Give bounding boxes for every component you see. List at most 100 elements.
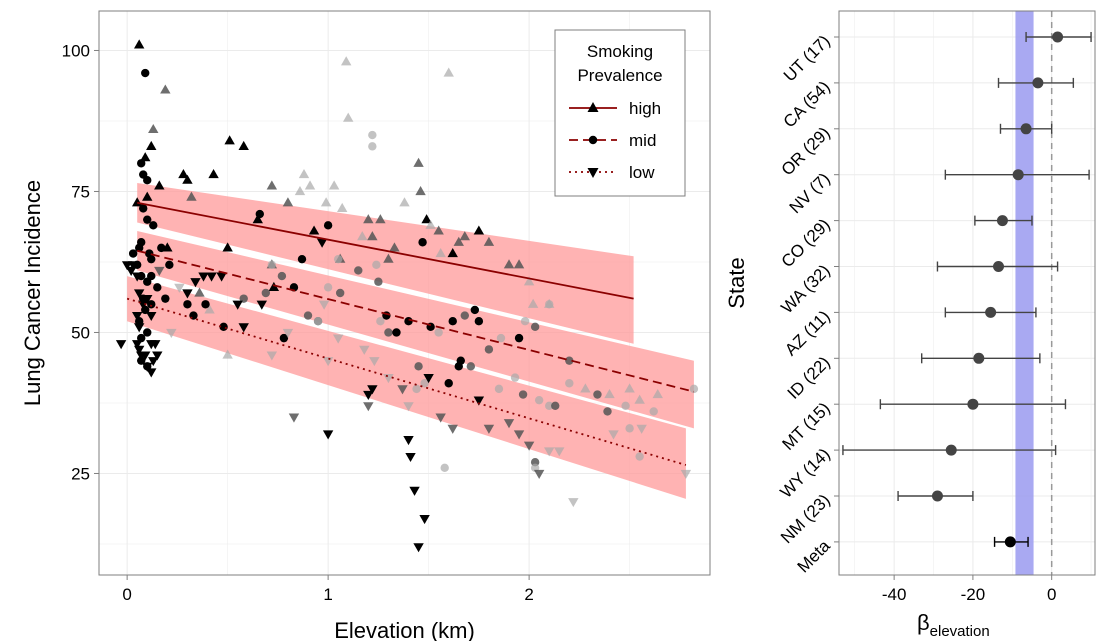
data-point-mid (440, 463, 449, 473)
data-point-low (166, 328, 177, 338)
data-point-high (527, 298, 539, 308)
data-point-high (142, 191, 153, 201)
data-point-high (298, 169, 310, 179)
data-point-mid (384, 328, 393, 337)
state-label: MT (15) (779, 399, 834, 454)
data-point-low (288, 413, 300, 423)
forest-x-tick-label: -20 (961, 585, 986, 604)
data-point-low (397, 385, 408, 395)
data-point-mid (470, 305, 480, 315)
data-point-high (443, 67, 454, 77)
data-point-mid (392, 328, 401, 337)
data-point-low (318, 300, 330, 310)
legend-label-high: high (629, 99, 661, 118)
data-point-low (636, 424, 647, 434)
y-tick-label: 25 (71, 464, 90, 483)
estimate-point (967, 398, 979, 410)
data-point-mid (354, 266, 363, 275)
estimate-point (931, 490, 943, 502)
data-point-low (409, 486, 420, 496)
data-point-low (174, 283, 185, 293)
data-point-mid (333, 254, 343, 264)
data-point-high (433, 225, 444, 235)
data-point-high (343, 112, 354, 122)
data-point-mid (161, 294, 170, 303)
data-point-high (266, 180, 278, 190)
data-point-mid (261, 288, 271, 298)
data-point-low (206, 272, 217, 282)
data-point-low (256, 300, 267, 310)
fit-line-mid (136, 249, 695, 393)
data-point-mid (444, 379, 453, 388)
data-point-mid (368, 130, 377, 140)
state-label: UT (17) (780, 31, 834, 85)
meta-estimate-band (1015, 11, 1034, 575)
confidence-band-low (127, 276, 686, 499)
legend-label-mid: mid (629, 131, 656, 150)
data-point-high (282, 197, 294, 207)
data-point-mid (147, 300, 156, 309)
data-point-mid (593, 390, 602, 399)
data-point-low (133, 323, 145, 333)
data-point-high (421, 214, 432, 224)
data-point-low (131, 272, 143, 282)
confidence-band-mid (137, 231, 694, 429)
data-point-mid (143, 328, 152, 337)
data-point-mid (372, 260, 381, 269)
data-point-mid (323, 221, 333, 230)
data-point-high (146, 140, 157, 150)
data-point-low (503, 419, 515, 429)
x-axis-title: Elevation (km) (334, 618, 475, 641)
data-point-high (624, 383, 635, 393)
data-point-mid (128, 249, 138, 258)
data-point-mid (137, 159, 146, 168)
data-point-mid (335, 288, 345, 298)
data-point-low (131, 311, 143, 322)
data-point-mid (277, 271, 287, 281)
data-point-high (148, 123, 159, 134)
data-point-low (322, 357, 334, 367)
data-point-low (513, 430, 525, 440)
data-point-mid (625, 424, 634, 433)
data-point-mid (510, 373, 520, 382)
legend-marker-high (587, 102, 599, 112)
data-point-mid (134, 243, 144, 253)
data-point-high (357, 231, 368, 241)
data-point-low (332, 334, 344, 344)
data-point-mid (143, 215, 152, 224)
data-point-mid (143, 176, 152, 185)
legend-box (554, 29, 686, 197)
data-point-high (580, 383, 591, 393)
data-point-low (142, 362, 153, 372)
data-point-low (138, 300, 149, 310)
data-point-mid (448, 317, 457, 326)
data-point-high (328, 180, 340, 190)
data-point-high (383, 253, 394, 263)
data-point-mid (141, 68, 150, 78)
data-point-low (131, 340, 143, 350)
data-point-high (294, 185, 306, 196)
data-point-low (554, 447, 565, 457)
legend-marker-low (587, 168, 599, 178)
data-point-high (483, 236, 495, 246)
data-point-mid (518, 390, 528, 399)
data-point-mid (545, 300, 554, 309)
data-point-low (142, 295, 153, 305)
data-point-mid (456, 356, 465, 365)
state-label: ID (22) (784, 353, 834, 403)
estimate-point (945, 444, 957, 456)
estimate-point (1012, 169, 1024, 181)
data-point-low (523, 441, 535, 451)
scatter-panel-border (98, 10, 711, 576)
forest-y-axis-title: State (724, 257, 749, 308)
data-point-high (182, 174, 193, 184)
data-point-high (224, 135, 235, 145)
state-label: CO (29) (778, 215, 834, 271)
data-point-mid (496, 333, 506, 343)
data-point-mid (484, 345, 494, 354)
data-point-low (419, 515, 430, 525)
data-point-mid (514, 333, 524, 343)
state-label: OR (29) (778, 123, 834, 179)
state-label: Meta (794, 536, 835, 577)
